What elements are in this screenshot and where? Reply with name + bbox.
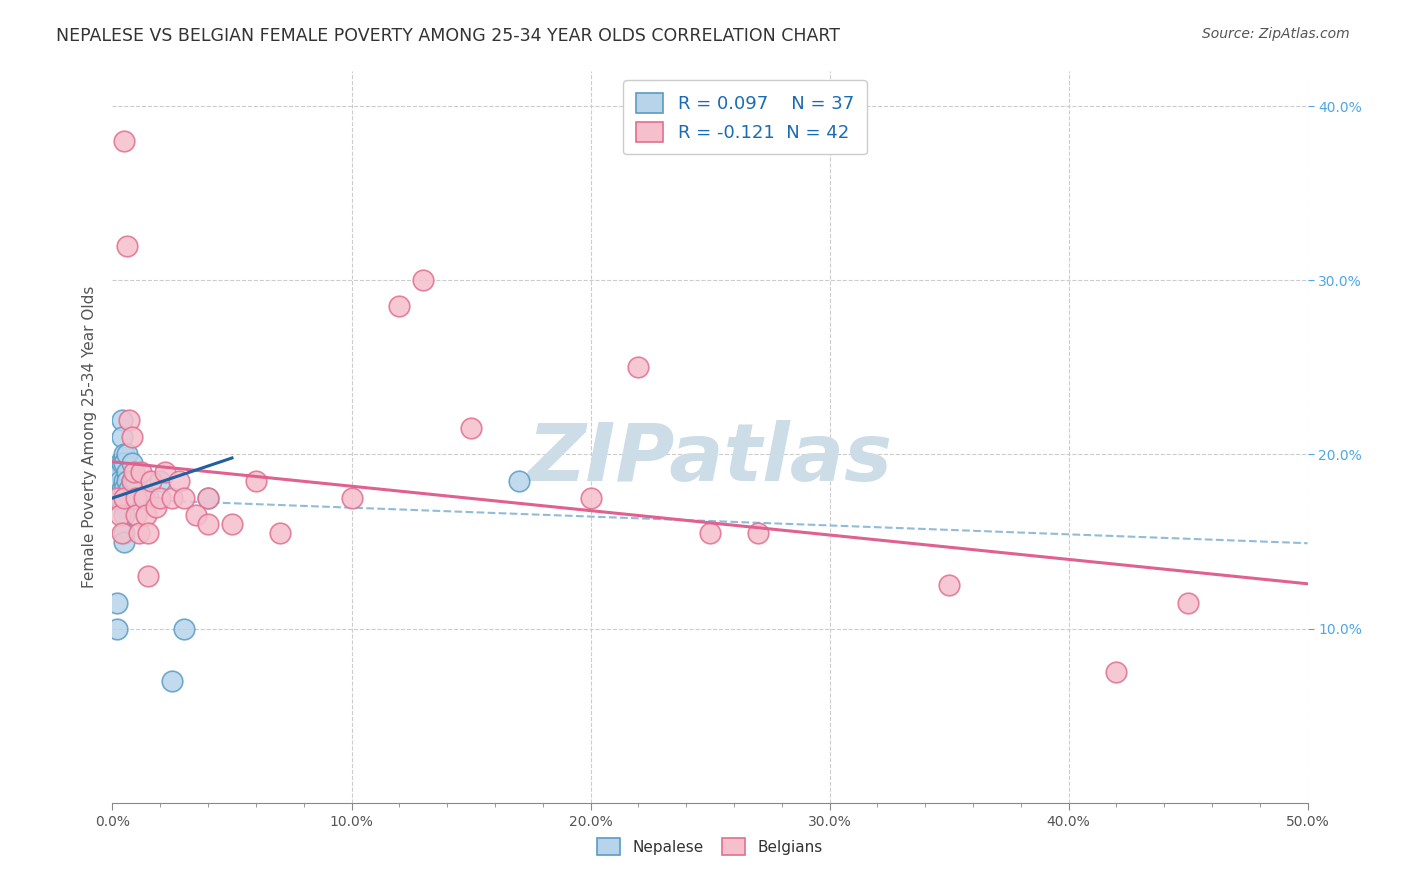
Point	[111, 456, 134, 470]
Point	[125, 491, 148, 505]
Point	[111, 412, 134, 426]
Point	[132, 491, 155, 505]
Point	[627, 360, 650, 375]
Point	[135, 508, 157, 523]
Point	[153, 465, 176, 479]
Point	[121, 474, 143, 488]
Point	[114, 491, 135, 505]
Point	[340, 491, 363, 505]
Text: Source: ZipAtlas.com: Source: ZipAtlas.com	[1202, 27, 1350, 41]
Point	[114, 500, 135, 514]
Point	[122, 474, 145, 488]
Point	[108, 491, 131, 505]
Point	[138, 491, 160, 505]
Point	[138, 569, 160, 583]
Point	[115, 448, 138, 462]
Point	[115, 474, 138, 488]
Point	[149, 474, 172, 488]
Point	[122, 491, 145, 505]
Point	[125, 508, 148, 523]
Point	[508, 474, 530, 488]
Point	[145, 500, 167, 514]
Y-axis label: Female Poverty Among 25-34 Year Olds: Female Poverty Among 25-34 Year Olds	[82, 286, 97, 588]
Point	[115, 465, 138, 479]
Point	[118, 483, 141, 497]
Point	[111, 430, 134, 444]
Point	[105, 491, 128, 505]
Point	[173, 491, 195, 505]
Point	[197, 517, 219, 532]
Point	[388, 300, 411, 314]
Point	[197, 491, 219, 505]
Point	[269, 525, 291, 540]
Point	[115, 238, 138, 252]
Point	[114, 491, 135, 505]
Text: ZIPatlas: ZIPatlas	[527, 420, 893, 498]
Point	[221, 517, 243, 532]
Point	[128, 525, 150, 540]
Point	[114, 456, 135, 470]
Point	[1105, 665, 1128, 680]
Point	[114, 534, 135, 549]
Point	[1177, 595, 1199, 609]
Point	[105, 595, 128, 609]
Point	[108, 456, 131, 470]
Point	[121, 456, 143, 470]
Point	[139, 474, 162, 488]
Point	[114, 525, 135, 540]
Point	[747, 525, 769, 540]
Point	[108, 474, 131, 488]
Point	[579, 491, 602, 505]
Point	[138, 525, 160, 540]
Point	[460, 421, 482, 435]
Point	[245, 474, 267, 488]
Point	[121, 474, 143, 488]
Point	[129, 465, 152, 479]
Point	[149, 491, 172, 505]
Point	[114, 508, 135, 523]
Point	[114, 134, 135, 148]
Point	[114, 448, 135, 462]
Legend: Nepalese, Belgians: Nepalese, Belgians	[592, 832, 828, 861]
Point	[108, 508, 131, 523]
Point	[173, 622, 195, 636]
Point	[114, 474, 135, 488]
Point	[111, 483, 134, 497]
Point	[162, 491, 183, 505]
Point	[169, 474, 191, 488]
Point	[125, 491, 148, 505]
Point	[121, 491, 143, 505]
Point	[412, 273, 434, 287]
Point	[121, 430, 143, 444]
Point	[118, 491, 141, 505]
Point	[125, 474, 148, 488]
Text: NEPALESE VS BELGIAN FEMALE POVERTY AMONG 25-34 YEAR OLDS CORRELATION CHART: NEPALESE VS BELGIAN FEMALE POVERTY AMONG…	[56, 27, 841, 45]
Point	[699, 525, 721, 540]
Point	[122, 465, 145, 479]
Point	[114, 483, 135, 497]
Point	[162, 673, 183, 688]
Point	[111, 525, 134, 540]
Point	[105, 622, 128, 636]
Point	[108, 465, 131, 479]
Point	[938, 578, 960, 592]
Point	[118, 412, 141, 426]
Point	[186, 508, 208, 523]
Point	[197, 491, 219, 505]
